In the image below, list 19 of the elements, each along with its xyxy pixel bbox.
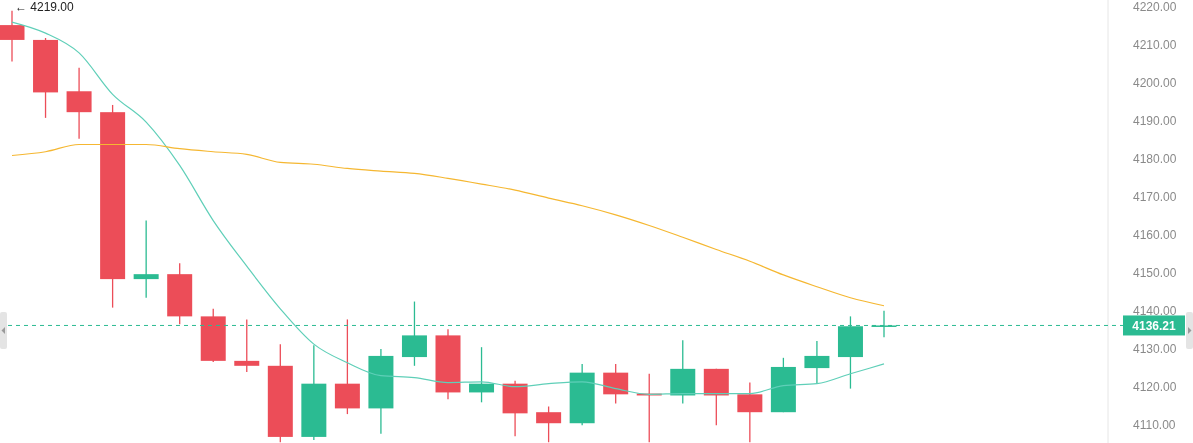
y-tick-label: 4120.00 xyxy=(1133,380,1177,395)
y-tick-label: 4170.00 xyxy=(1133,190,1177,205)
y-tick-label: 4110.00 xyxy=(1133,418,1176,433)
y-tick-label: 4140.00 xyxy=(1133,304,1177,319)
candlestick xyxy=(234,318,260,373)
y-tick-label: 4190.00 xyxy=(1133,114,1177,129)
ref-line-label: 4136.21 xyxy=(1132,318,1177,333)
candlestick xyxy=(469,346,495,403)
y-tick-label: 4200.00 xyxy=(1133,76,1177,91)
y-tick-label: 4180.00 xyxy=(1133,152,1177,167)
candlestick xyxy=(133,219,159,299)
y-tick-label: 4220.00 xyxy=(1133,0,1177,15)
annotation: ← 4219.00 xyxy=(15,0,75,14)
y-tick-label: 4210.00 xyxy=(1133,38,1177,53)
y-tick-label: 4160.00 xyxy=(1133,228,1177,243)
y-tick-label: 4130.00 xyxy=(1133,342,1177,357)
line-series xyxy=(11,143,885,307)
y-tick-label: 4150.00 xyxy=(1133,266,1177,281)
line-series xyxy=(11,21,885,395)
